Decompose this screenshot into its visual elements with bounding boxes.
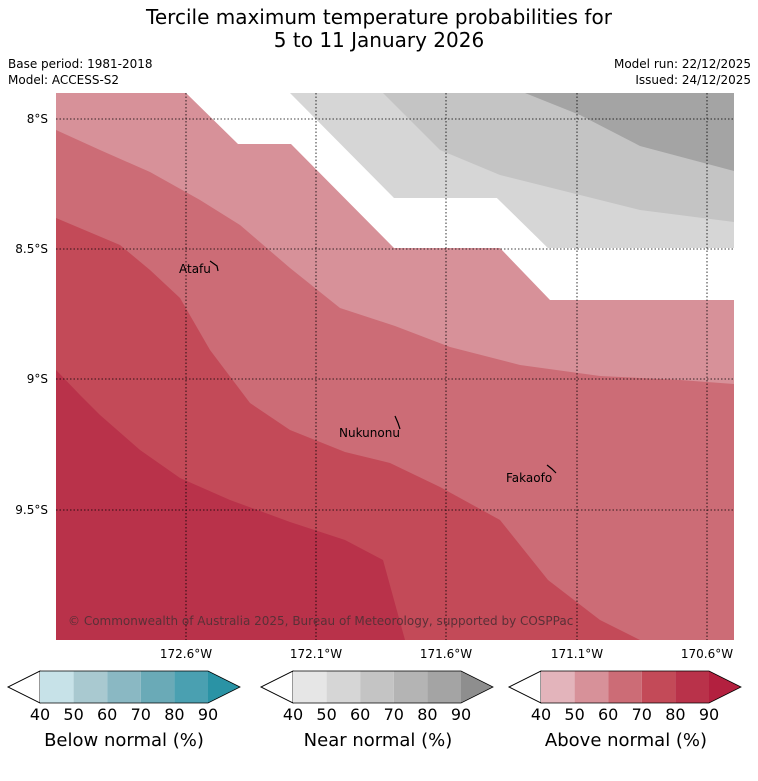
above-colorbar-lower-extend: [508, 670, 542, 704]
lon-label-172-1w: 172.1°W: [289, 647, 343, 661]
copyright-notice: © Commonwealth of Australia 2025, Bureau…: [68, 614, 574, 628]
near-colorbar-tick-label: 50: [316, 705, 337, 724]
colorbar-near-normal: [260, 670, 494, 704]
near-colorbar-tick-label: 80: [417, 705, 438, 724]
below-colorbar-outline: [7, 670, 241, 704]
model-name: Model: ACCESS-S2: [8, 73, 120, 87]
near-colorbar-segment: [393, 671, 428, 703]
lon-label-171-6w: 171.6°W: [419, 647, 473, 661]
above-normal-title: Above normal (%): [544, 730, 708, 751]
title-line-1: Tercile maximum temperature probabilitie…: [146, 5, 612, 29]
below-colorbar-tick-label: 90: [197, 705, 219, 724]
below-colorbar-segment: [40, 671, 74, 703]
above-colorbar-segment: [675, 671, 709, 703]
near-colorbar-lower-extend: [260, 670, 294, 704]
near-colorbar-segment: [293, 671, 327, 703]
lat-label-9-5s: 9.5°S: [15, 503, 48, 517]
near-colorbar-segment: [326, 671, 361, 703]
above-colorbar-tick-label: 80: [665, 705, 686, 724]
fakaofo-atoll: [546, 464, 557, 474]
colorbar-below-normal: [7, 670, 241, 704]
above-colorbar-segment: [641, 671, 676, 703]
place-atafu: Atafu: [179, 262, 211, 276]
near-colorbar-upper-extend: [461, 671, 493, 703]
probability-map: [56, 93, 734, 640]
above-colorbar-segment: [574, 671, 609, 703]
near-colorbar-outline: [260, 670, 494, 704]
below-colorbar-tick-label: 40: [29, 705, 51, 724]
issued-date: Issued: 24/12/2025: [635, 73, 751, 87]
base-period: Base period: 1981-2018: [8, 57, 153, 71]
lon-label-171-1w: 171.1°W: [550, 647, 604, 661]
near-normal-title: Near normal (%): [303, 730, 453, 751]
lat-label-9s: 9°S: [26, 372, 48, 386]
near-colorbar-tick-label: 60: [350, 705, 371, 724]
above-colorbar-segment: [608, 671, 642, 703]
above-colorbar-tick-label: 70: [631, 705, 652, 724]
above-colorbar-tick-label: 60: [598, 705, 619, 724]
above-colorbar-tick-label: 50: [564, 705, 585, 724]
lon-label-170-6w: 170.6°W: [680, 647, 734, 661]
below-colorbar-lower-extend: [7, 670, 41, 704]
near-colorbar-tick-label: 40: [282, 705, 304, 724]
below-colorbar-upper-extend: [208, 671, 240, 703]
title-line-2: 5 to 11 January 2026: [273, 28, 485, 52]
above-colorbar-upper-extend: [709, 671, 741, 703]
nukunonu-atoll: [394, 415, 401, 430]
near-colorbar-segment: [360, 671, 394, 703]
below-colorbar-tick-label: 60: [97, 705, 118, 724]
below-colorbar-segment: [73, 671, 108, 703]
above-colorbar-tick-label: 40: [530, 705, 552, 724]
below-colorbar-tick-label: 80: [164, 705, 185, 724]
above-colorbar-tick-label: 90: [698, 705, 720, 724]
gridlines: [56, 93, 734, 640]
near-colorbar-tick-label: 70: [383, 705, 404, 724]
below-colorbar-segment: [174, 671, 208, 703]
atafu-atoll: [209, 260, 219, 272]
below-colorbar-segment: [107, 671, 141, 703]
place-nukunonu: Nukunonu: [339, 426, 400, 440]
place-fakaofo: Fakaofo: [506, 471, 553, 485]
near-normal-60-region: [525, 93, 734, 171]
below-colorbar-tick-label: 70: [130, 705, 151, 724]
lon-label-172-6w: 172.6°W: [159, 647, 213, 661]
lat-label-8-5s: 8.5°S: [15, 242, 48, 256]
near-colorbar-segment: [427, 671, 461, 703]
below-colorbar-tick-label: 50: [63, 705, 84, 724]
model-run: Model run: 22/12/2025: [613, 57, 751, 71]
below-normal-title: Below normal (%): [44, 730, 204, 751]
lat-label-8s: 8°S: [26, 112, 48, 126]
above-normal-80-region: [56, 370, 405, 640]
colorbar-above-normal: [508, 670, 742, 704]
below-colorbar-segment: [140, 671, 175, 703]
above-colorbar-segment: [541, 671, 575, 703]
near-colorbar-tick-label: 90: [450, 705, 472, 724]
above-colorbar-outline: [508, 670, 742, 704]
